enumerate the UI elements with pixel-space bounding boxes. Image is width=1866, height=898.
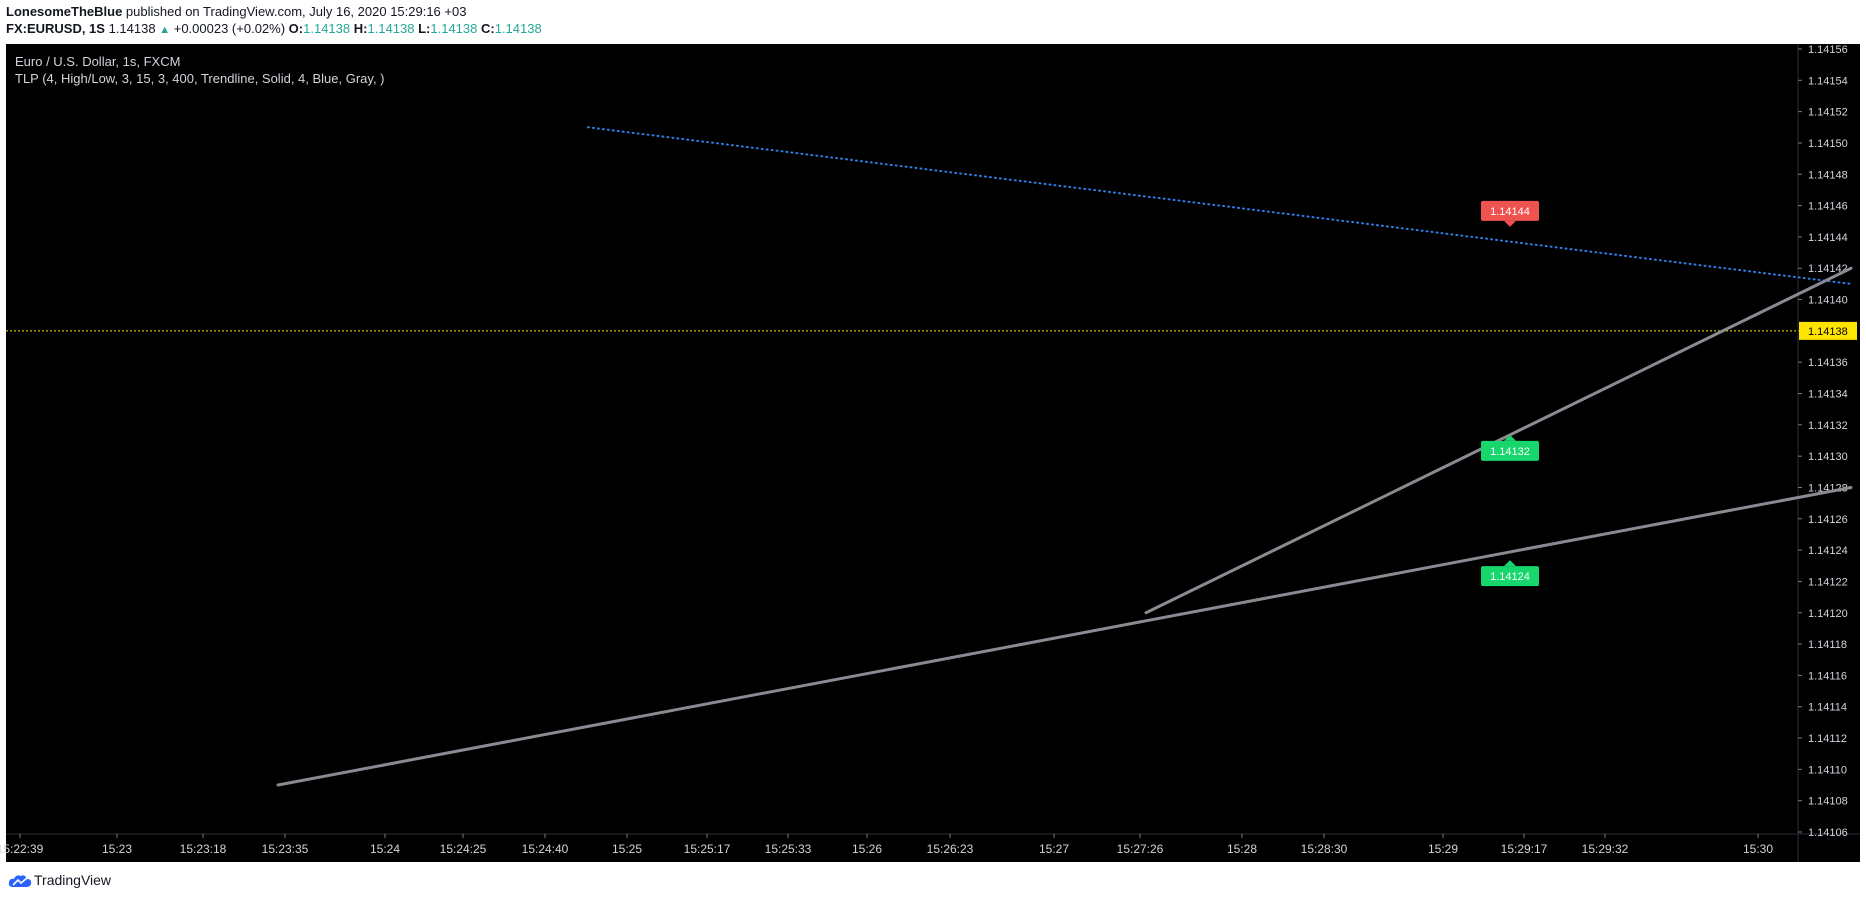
price-tag: 1.14144 — [1481, 200, 1539, 227]
price-tag: 1.14132 — [1481, 434, 1539, 461]
y-tick-label: 1.14118 — [1808, 639, 1847, 651]
legend-symbol: Euro / U.S. Dollar, 1s, FXCM — [15, 54, 181, 69]
close-value: 1.14138 — [494, 21, 542, 36]
y-tick-label: 1.14150 — [1808, 138, 1848, 150]
tradingview-brand[interactable]: TradingView — [34, 872, 112, 888]
x-tick-label: 15:25:33 — [765, 842, 812, 856]
chart-background — [6, 44, 1860, 862]
support-2-trendline — [1144, 266, 1853, 615]
y-tick-label: 1.14154 — [1808, 75, 1848, 87]
author-name[interactable]: LonesomeTheBlue — [6, 4, 123, 19]
resistance-trendline — [587, 126, 1852, 285]
x-tick-label: 15:29 — [1428, 842, 1458, 856]
price-tag-pointer — [1504, 220, 1516, 227]
x-tick-label: 15:29:17 — [1501, 842, 1548, 856]
x-tick-label: 15:28 — [1227, 842, 1257, 856]
y-tick-label: 1.14134 — [1808, 389, 1848, 401]
y-tick-label: 1.14144 — [1808, 232, 1848, 244]
symbol-quote-line: FX:EURUSD, 1S 1.14138 ▲ +0.00023 (+0.02%… — [6, 21, 542, 36]
x-tick-label: 15:25:17 — [684, 842, 731, 856]
x-tick-label: 15:23:35 — [262, 842, 309, 856]
tradingview-cloud-icon — [8, 875, 32, 887]
price-tag-label: 1.14132 — [1490, 446, 1530, 458]
close-label: C: — [481, 21, 495, 36]
y-tick-label: 1.14142 — [1808, 263, 1848, 275]
x-tick-label: 15:22:39 — [0, 842, 44, 856]
y-tick-label: 1.14106 — [1808, 827, 1848, 839]
y-tick-label: 1.14132 — [1808, 420, 1848, 432]
price-tag-box — [1481, 200, 1539, 221]
x-tick-label: 15:26 — [852, 842, 882, 856]
last-price-axis-label: 1.14138 — [1808, 326, 1848, 338]
high-value: 1.14138 — [367, 21, 415, 36]
y-tick-label: 1.14152 — [1808, 107, 1848, 119]
last-price-axis-box — [1799, 321, 1857, 340]
open-label: O: — [288, 21, 304, 36]
support-1-trendline — [276, 485, 1853, 787]
x-tick-label: 15:23:18 — [180, 842, 227, 856]
y-tick-label: 1.14110 — [1808, 764, 1847, 776]
symbol-label: FX:EURUSD, 1S — [6, 21, 105, 36]
price-tag-label: 1.14124 — [1490, 571, 1530, 583]
y-tick-label: 1.14108 — [1808, 796, 1848, 808]
y-tick-label: 1.14140 — [1808, 295, 1848, 307]
y-tick-label: 1.14126 — [1808, 514, 1848, 526]
y-tick-label: 1.14136 — [1808, 357, 1848, 369]
price-chart[interactable]: 1.14106 1.14108 1.14110 1.14112 1.14114 1.141… — [0, 0, 1866, 862]
y-tick-label: 1.14112 — [1808, 733, 1847, 745]
price-tag-box — [1481, 440, 1539, 461]
price-change: +0.00023 (+0.02%) — [173, 21, 286, 36]
footer: TradingView — [0, 862, 1866, 898]
legend-indicator[interactable]: TLP (4, High/Low, 3, 15, 3, 400, Trendli… — [15, 71, 385, 86]
x-tick-label: 15:30 — [1743, 842, 1773, 856]
publication-line: LonesomeTheBlue published on TradingView… — [6, 4, 466, 19]
x-tick-label: 15:23 — [102, 842, 132, 856]
x-tick-label: 15:24 — [370, 842, 400, 856]
open-value: 1.14138 — [303, 21, 351, 36]
high-label: H: — [353, 21, 368, 36]
y-tick-label: 1.14124 — [1808, 545, 1848, 557]
y-tick-label: 1.14114 — [1808, 702, 1847, 714]
low-value: 1.14138 — [430, 21, 478, 36]
x-tick-label: 15:27 — [1039, 842, 1069, 856]
y-tick-label: 1.14146 — [1808, 201, 1848, 213]
price-tag-box — [1481, 566, 1539, 587]
price-tag-label: 1.14144 — [1490, 206, 1530, 218]
y-tick-label: 1.14148 — [1808, 169, 1848, 181]
publication-header: LonesomeTheBlue published on TradingView… — [0, 0, 1866, 44]
x-tick-label: 15:24:25 — [440, 842, 487, 856]
price-tag: 1.14124 — [1481, 560, 1539, 587]
y-tick-label: 1.14120 — [1808, 608, 1848, 620]
x-tick-label: 15:27:26 — [1117, 842, 1164, 856]
published-text: published on TradingView.com, July 16, 2… — [125, 4, 467, 19]
x-tick-label: 15:28:30 — [1301, 842, 1348, 856]
y-tick-label: 1.14122 — [1808, 576, 1848, 588]
x-tick-label: 15:24:40 — [522, 842, 569, 856]
current-price: 1.14138 — [108, 21, 156, 36]
x-tick-label: 15:25 — [612, 842, 642, 856]
y-tick-label: 1.14130 — [1808, 451, 1848, 463]
price-tag-pointer — [1504, 434, 1516, 441]
low-label: L: — [418, 21, 431, 36]
y-tick-label: 1.14116 — [1808, 670, 1847, 682]
y-tick-label: 1.14156 — [1808, 44, 1848, 56]
x-tick-label: 15:26:23 — [927, 842, 974, 856]
up-arrow-icon: ▲ — [159, 24, 171, 36]
price-tag-pointer — [1504, 560, 1516, 567]
x-tick-label: 15:29:32 — [1582, 842, 1629, 856]
